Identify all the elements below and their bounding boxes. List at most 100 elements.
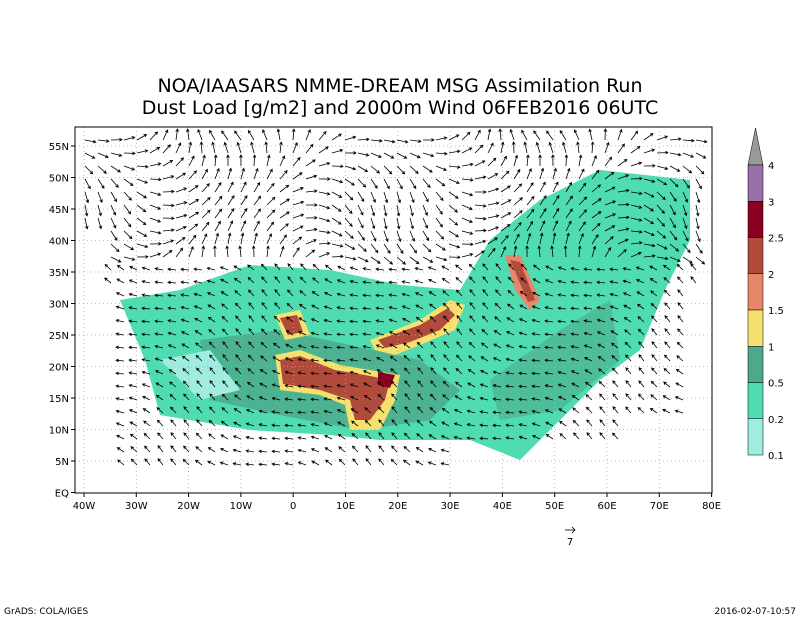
wind-arrow — [557, 332, 567, 337]
wind-arrow — [365, 432, 372, 440]
wind-arrow — [417, 393, 424, 401]
wind-arrow — [344, 217, 353, 228]
wind-arrow — [638, 380, 645, 388]
wind-arrow — [453, 435, 463, 440]
wind-arrow — [188, 234, 197, 245]
wind-arrow — [141, 293, 151, 297]
wind-arrow — [511, 141, 516, 154]
wind-arrow — [227, 207, 235, 219]
wind-arrow — [518, 318, 528, 323]
wind-arrow — [337, 433, 346, 440]
wind-arrow — [225, 245, 229, 258]
wind-arrow — [279, 245, 285, 258]
wind-arrow — [375, 267, 385, 272]
wind-arrow — [154, 293, 164, 298]
wind-arrow — [506, 317, 515, 323]
wind-arrow — [310, 397, 320, 402]
colorbar-segment — [747, 309, 764, 347]
wind-arrow — [498, 128, 502, 141]
wind-arrow — [292, 156, 301, 167]
wind-arrow — [186, 128, 190, 141]
lat-label: 35N — [49, 268, 69, 279]
wind-arrow — [193, 280, 203, 284]
wind-arrow — [546, 130, 554, 141]
wind-arrow — [467, 368, 476, 375]
wind-arrow — [656, 150, 669, 155]
wind-arrow — [370, 243, 379, 254]
wind-arrow — [442, 302, 450, 310]
wind-arrow — [84, 217, 89, 230]
colorbar-label: 3 — [768, 197, 774, 208]
wind-arrow — [539, 195, 547, 206]
wind-arrow — [466, 423, 476, 427]
wind-arrow — [310, 423, 320, 427]
wind-arrow — [599, 419, 606, 427]
wind-arrow — [422, 178, 431, 189]
wind-arrow — [390, 380, 398, 388]
reference-vector-label: 7 — [567, 537, 573, 548]
wind-arrow — [201, 168, 208, 180]
wind-arrow — [149, 162, 162, 167]
wind-arrow — [443, 367, 450, 375]
wind-arrow — [674, 409, 684, 414]
wind-arrow — [266, 233, 273, 245]
wind-arrow — [492, 436, 502, 441]
wind-arrow — [155, 394, 164, 401]
wind-arrow — [482, 289, 489, 297]
wind-arrow — [583, 344, 593, 349]
wind-arrow — [622, 279, 632, 284]
wind-arrow — [531, 397, 541, 401]
wind-arrow — [417, 367, 424, 375]
lon-label: 10W — [230, 501, 253, 512]
wind-arrow — [443, 354, 450, 362]
wind-arrow — [564, 154, 569, 167]
wind-arrow — [409, 191, 415, 204]
wind-arrow — [611, 367, 619, 375]
wind-arrow — [240, 167, 245, 180]
wind-arrow — [175, 247, 184, 258]
wind-arrow — [441, 421, 450, 427]
wind-arrow — [266, 168, 273, 180]
wind-arrow — [297, 371, 307, 375]
wind-arrow — [310, 318, 320, 323]
wind-arrow — [559, 433, 567, 440]
wind-arrow — [123, 151, 136, 156]
wind-arrow — [454, 408, 463, 414]
wind-arrow — [175, 213, 188, 219]
wind-arrow — [474, 250, 485, 258]
wind-arrow — [551, 154, 555, 167]
wind-arrow — [378, 419, 385, 427]
wind-arrow — [362, 267, 372, 271]
wind-arrow — [695, 191, 701, 204]
wind-arrow — [253, 208, 261, 219]
wind-arrow — [403, 354, 411, 362]
wind-arrow — [461, 253, 474, 258]
wind-arrow — [233, 265, 242, 271]
wind-arrow — [552, 181, 559, 193]
wind-arrow — [403, 446, 411, 453]
wind-arrow — [170, 419, 177, 427]
wind-arrow — [443, 315, 450, 323]
wind-arrow — [357, 243, 367, 252]
wind-arrow — [643, 178, 656, 183]
lat-label: 10N — [49, 426, 69, 437]
wind-arrow — [136, 255, 149, 259]
wind-arrow — [284, 449, 294, 453]
wind-arrow — [583, 331, 593, 336]
wind-arrow — [284, 410, 294, 415]
wind-arrow — [357, 165, 369, 173]
wind-arrow — [656, 191, 666, 201]
wind-arrow — [260, 355, 268, 362]
wind-arrow — [401, 280, 411, 284]
wind-arrow — [604, 225, 616, 232]
wind-arrow — [617, 158, 628, 167]
wind-arrow — [155, 382, 164, 388]
wind-arrow — [675, 382, 684, 388]
wind-arrow — [258, 436, 268, 440]
wind-arrow — [149, 217, 162, 223]
wind-arrow — [495, 263, 502, 271]
wind-arrow — [663, 367, 671, 375]
wind-arrow — [523, 141, 528, 154]
wind-arrow — [663, 381, 671, 388]
